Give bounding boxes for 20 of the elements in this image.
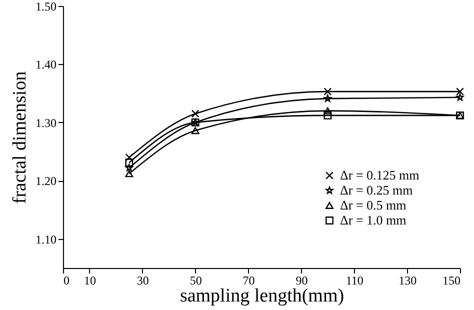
x-tick-label: 50 (190, 274, 202, 288)
legend-label: Δr = 1.0 mm (340, 212, 406, 228)
legend-label: Δr = 0.5 mm (340, 198, 406, 212)
x-axis-title: sampling length(mm) (180, 286, 344, 306)
x-tick-label: 0 (64, 274, 70, 288)
y-tick-label: 1.40 (36, 58, 56, 72)
legend-label: Δr = 0.125 mm (340, 168, 420, 182)
y-tick-label: 1.30 (36, 116, 56, 130)
x-tick-label: 130 (398, 274, 417, 288)
y-axis-title: fractal dimension (10, 70, 30, 204)
y-tick-label: 1.10 (36, 232, 56, 246)
x-tick-label: 30 (136, 274, 149, 288)
legend-label: Δr = 0.25 mm (340, 182, 413, 198)
x-tick-label: 70 (242, 274, 255, 288)
x-tick-label: 150 (442, 274, 460, 288)
y-tick-label: 1.50 (36, 0, 56, 14)
x-tick-label: 90 (296, 274, 308, 288)
y-tick-label: 1.20 (36, 174, 56, 188)
x-tick-label: 110 (346, 274, 364, 288)
x-tick-label: 10 (84, 274, 96, 288)
